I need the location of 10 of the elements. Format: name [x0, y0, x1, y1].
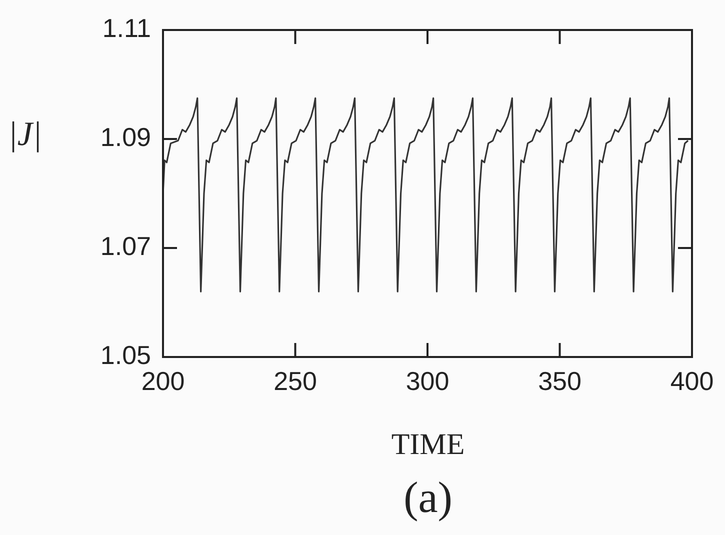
x-tick-label: 350: [538, 366, 582, 396]
y-tick-label: 1.09: [100, 122, 151, 152]
x-tick-label: 300: [406, 366, 450, 396]
y-axis-title: |J|: [8, 116, 42, 154]
y-tick-label: 1.07: [100, 231, 151, 262]
x-axis-title: TIME: [390, 428, 466, 462]
x-tick-label: 250: [274, 366, 317, 396]
x-tick-label: 400: [670, 366, 714, 396]
text: (a): [402, 472, 454, 523]
y-tick-label: 1.11: [102, 13, 151, 44]
